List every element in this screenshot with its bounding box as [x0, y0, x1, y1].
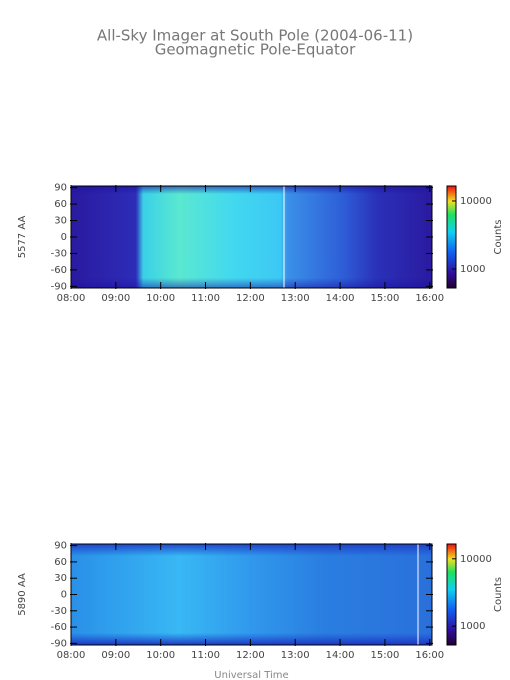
x-tick-label: 09:00	[101, 650, 130, 661]
x-tick-label: 14:00	[326, 650, 355, 661]
keogram-shade	[71, 186, 432, 288]
x-axis-label: Universal Time	[214, 670, 288, 680]
panel	[71, 186, 432, 288]
chart-title: All-Sky Imager at South Pole (2004-06-11…	[97, 27, 413, 45]
x-tick-label: 12:00	[236, 293, 265, 304]
x-tick-label: 11:00	[191, 293, 220, 304]
chart-subtitle: Geomagnetic Pole-Equator	[155, 41, 356, 59]
y-axis-label: 5577 AA	[17, 216, 28, 259]
x-tick-label: 15:00	[370, 293, 399, 304]
y-tick-label: -90	[51, 281, 67, 292]
x-tick-label: 08:00	[57, 293, 86, 304]
colorbar-label: Counts	[493, 220, 504, 255]
y-tick-label: -90	[51, 638, 67, 649]
y-tick-label: -30	[51, 248, 67, 259]
colorbar-tick-label: 10000	[460, 196, 492, 207]
x-tick-label: 09:00	[101, 293, 130, 304]
colorbar-tick-label: 1000	[460, 264, 485, 275]
y-tick-label: 0	[61, 232, 67, 243]
y-tick-label: -60	[51, 265, 67, 276]
x-tick-label: 16:00	[415, 650, 444, 661]
y-tick-label: -30	[51, 606, 67, 617]
y-tick-label: 30	[54, 216, 67, 227]
colorbar-label: Counts	[493, 577, 504, 612]
y-tick-label: 30	[54, 573, 67, 584]
x-tick-label: 13:00	[281, 293, 310, 304]
x-tick-label: 13:00	[281, 650, 310, 661]
x-tick-label: 15:00	[370, 650, 399, 661]
colorbar	[446, 543, 457, 646]
colorbar	[446, 185, 457, 289]
y-tick-label: -60	[51, 622, 67, 633]
colorbar-tick-label: 1000	[460, 621, 485, 632]
x-tick-label: 11:00	[191, 650, 220, 661]
y-tick-label: 90	[54, 541, 67, 552]
x-tick-label: 10:00	[146, 650, 175, 661]
x-tick-label: 08:00	[57, 650, 86, 661]
colorbar-tick-label: 10000	[460, 554, 492, 565]
y-tick-label: 0	[61, 590, 67, 601]
x-tick-label: 14:00	[326, 293, 355, 304]
y-tick-label: 60	[54, 557, 67, 568]
keogram-shade	[71, 544, 432, 645]
panel	[71, 544, 432, 645]
x-tick-label: 12:00	[236, 650, 265, 661]
y-axis-label: 5890 AA	[17, 573, 28, 616]
x-tick-label: 16:00	[415, 293, 444, 304]
y-tick-label: 60	[54, 199, 67, 210]
y-tick-label: 90	[54, 183, 67, 194]
x-tick-label: 10:00	[146, 293, 175, 304]
